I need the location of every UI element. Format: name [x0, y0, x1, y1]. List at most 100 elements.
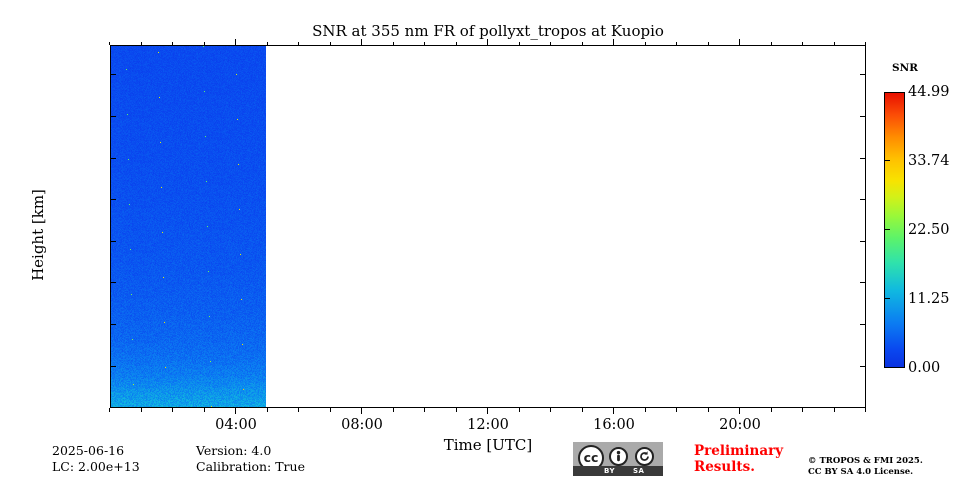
- x-minor-tick-mark: [676, 41, 678, 45]
- x-minor-tick-mark: [802, 41, 804, 45]
- x-minor-tick-mark: [770, 41, 772, 45]
- y-tick-mark: [110, 74, 116, 76]
- y-tick-mark: [110, 115, 116, 117]
- x-minor-tick-mark: [329, 41, 331, 45]
- attribution-person-icon: [609, 446, 628, 466]
- y-tick-mark: [860, 282, 866, 284]
- x-minor-tick-mark: [518, 408, 520, 412]
- y-tick-mark: [110, 324, 116, 326]
- x-minor-tick-mark: [392, 408, 394, 412]
- x-axis-label: Time [UTC]: [443, 436, 533, 454]
- x-minor-tick-mark: [770, 408, 772, 412]
- y-tick-mark: [860, 157, 866, 159]
- x-minor-tick-mark: [140, 41, 142, 45]
- x-minor-tick-mark: [865, 41, 867, 45]
- y-tick-mark: [860, 199, 866, 201]
- x-tick-label: 16:00: [593, 417, 635, 433]
- y-tick-mark: [860, 365, 866, 367]
- x-minor-tick-mark: [455, 408, 457, 412]
- x-minor-tick-mark: [550, 408, 552, 412]
- x-minor-tick-mark: [424, 408, 426, 412]
- y-tick-mark: [110, 157, 116, 159]
- x-minor-tick-mark: [707, 41, 709, 45]
- y-tick-mark: [110, 199, 116, 201]
- cc-sa-label: SA: [633, 466, 645, 475]
- x-minor-tick-mark: [172, 408, 174, 412]
- plot-area[interactable]: [110, 45, 866, 408]
- colorbar-tick-label: 22.50: [908, 221, 950, 238]
- x-tick-mark: [739, 408, 741, 414]
- colorbar-tick-label: 44.99: [908, 84, 950, 100]
- colorbar-tick-label: 11.25: [908, 290, 950, 307]
- share-alike-arrow-icon: [635, 446, 654, 466]
- cc-license-badge[interactable]: cc BY SA: [573, 442, 663, 476]
- x-minor-tick-mark: [266, 408, 268, 412]
- x-tick-mark: [487, 408, 489, 414]
- x-minor-tick-mark: [329, 408, 331, 412]
- x-minor-tick-mark: [203, 408, 205, 412]
- y-tick-mark: [860, 74, 866, 76]
- cc-by-label: BY: [604, 466, 616, 475]
- footer-version: Version: 4.0: [196, 443, 272, 458]
- cc-badge-footer-band: BY SA: [573, 466, 663, 476]
- x-tick-label: 04:00: [215, 417, 257, 433]
- colorbar-tick-mark: [884, 229, 890, 231]
- x-minor-tick-mark: [581, 41, 583, 45]
- copyright-notice: © TROPOS & FMI 2025. CC BY SA 4.0 Licens…: [808, 456, 923, 478]
- cc-badge-icons: cc: [573, 442, 663, 471]
- colorbar-tick-label: 0.00: [908, 360, 941, 376]
- y-tick-mark: [110, 282, 116, 284]
- x-tick-label: 20:00: [719, 417, 761, 433]
- preliminary-results-notice: Preliminary Results.: [694, 443, 783, 475]
- x-minor-tick-mark: [203, 41, 205, 45]
- x-tick-mark: [361, 408, 363, 414]
- x-minor-tick-mark: [865, 408, 867, 412]
- y-tick-mark: [110, 240, 116, 242]
- x-minor-tick-mark: [172, 41, 174, 45]
- y-tick-mark: [860, 240, 866, 242]
- x-minor-tick-mark: [109, 41, 111, 45]
- colorbar-title: SNR: [892, 62, 918, 74]
- x-minor-tick-mark: [455, 41, 457, 45]
- footer-lidar-constant: LC: 2.00e+13: [52, 459, 140, 474]
- x-minor-tick-mark: [392, 41, 394, 45]
- x-minor-tick-mark: [140, 408, 142, 412]
- x-minor-tick-mark: [676, 408, 678, 412]
- y-tick-mark: [860, 115, 866, 117]
- x-minor-tick-mark: [581, 408, 583, 412]
- x-minor-tick-mark: [644, 408, 646, 412]
- colorbar-tick-mark: [884, 160, 890, 162]
- x-tick-mark: [613, 408, 615, 414]
- x-tick-mark: [613, 39, 615, 45]
- footer-calibration: Calibration: True: [196, 459, 305, 474]
- copyright-line-1: © TROPOS & FMI 2025.: [808, 456, 923, 466]
- x-minor-tick-mark: [707, 408, 709, 412]
- x-minor-tick-mark: [298, 408, 300, 412]
- x-minor-tick-mark: [424, 41, 426, 45]
- x-tick-label: 12:00: [467, 417, 509, 433]
- x-minor-tick-mark: [833, 408, 835, 412]
- y-tick-mark: [860, 324, 866, 326]
- x-minor-tick-mark: [550, 41, 552, 45]
- y-tick-mark: [110, 365, 116, 367]
- x-minor-tick-mark: [266, 41, 268, 45]
- x-minor-tick-mark: [298, 41, 300, 45]
- x-tick-label: 08:00: [341, 417, 383, 433]
- colorbar-tick-mark: [884, 298, 890, 300]
- snr-heatmap-image: [111, 46, 865, 407]
- x-minor-tick-mark: [518, 41, 520, 45]
- y-axis-label: Height [km]: [29, 189, 47, 281]
- x-tick-mark: [739, 39, 741, 45]
- preliminary-line-2: Results.: [694, 459, 755, 475]
- copyright-line-2: CC BY SA 4.0 License.: [808, 467, 914, 477]
- preliminary-line-1: Preliminary: [694, 443, 784, 459]
- x-tick-mark: [361, 39, 363, 45]
- x-minor-tick-mark: [833, 41, 835, 45]
- x-tick-mark: [487, 39, 489, 45]
- x-tick-mark: [235, 408, 237, 414]
- x-minor-tick-mark: [109, 408, 111, 412]
- x-minor-tick-mark: [802, 408, 804, 412]
- page-title: SNR at 355 nm FR of pollyxt_tropos at Ku…: [312, 22, 664, 40]
- x-minor-tick-mark: [644, 41, 646, 45]
- colorbar-tick-label: 33.74: [908, 153, 950, 169]
